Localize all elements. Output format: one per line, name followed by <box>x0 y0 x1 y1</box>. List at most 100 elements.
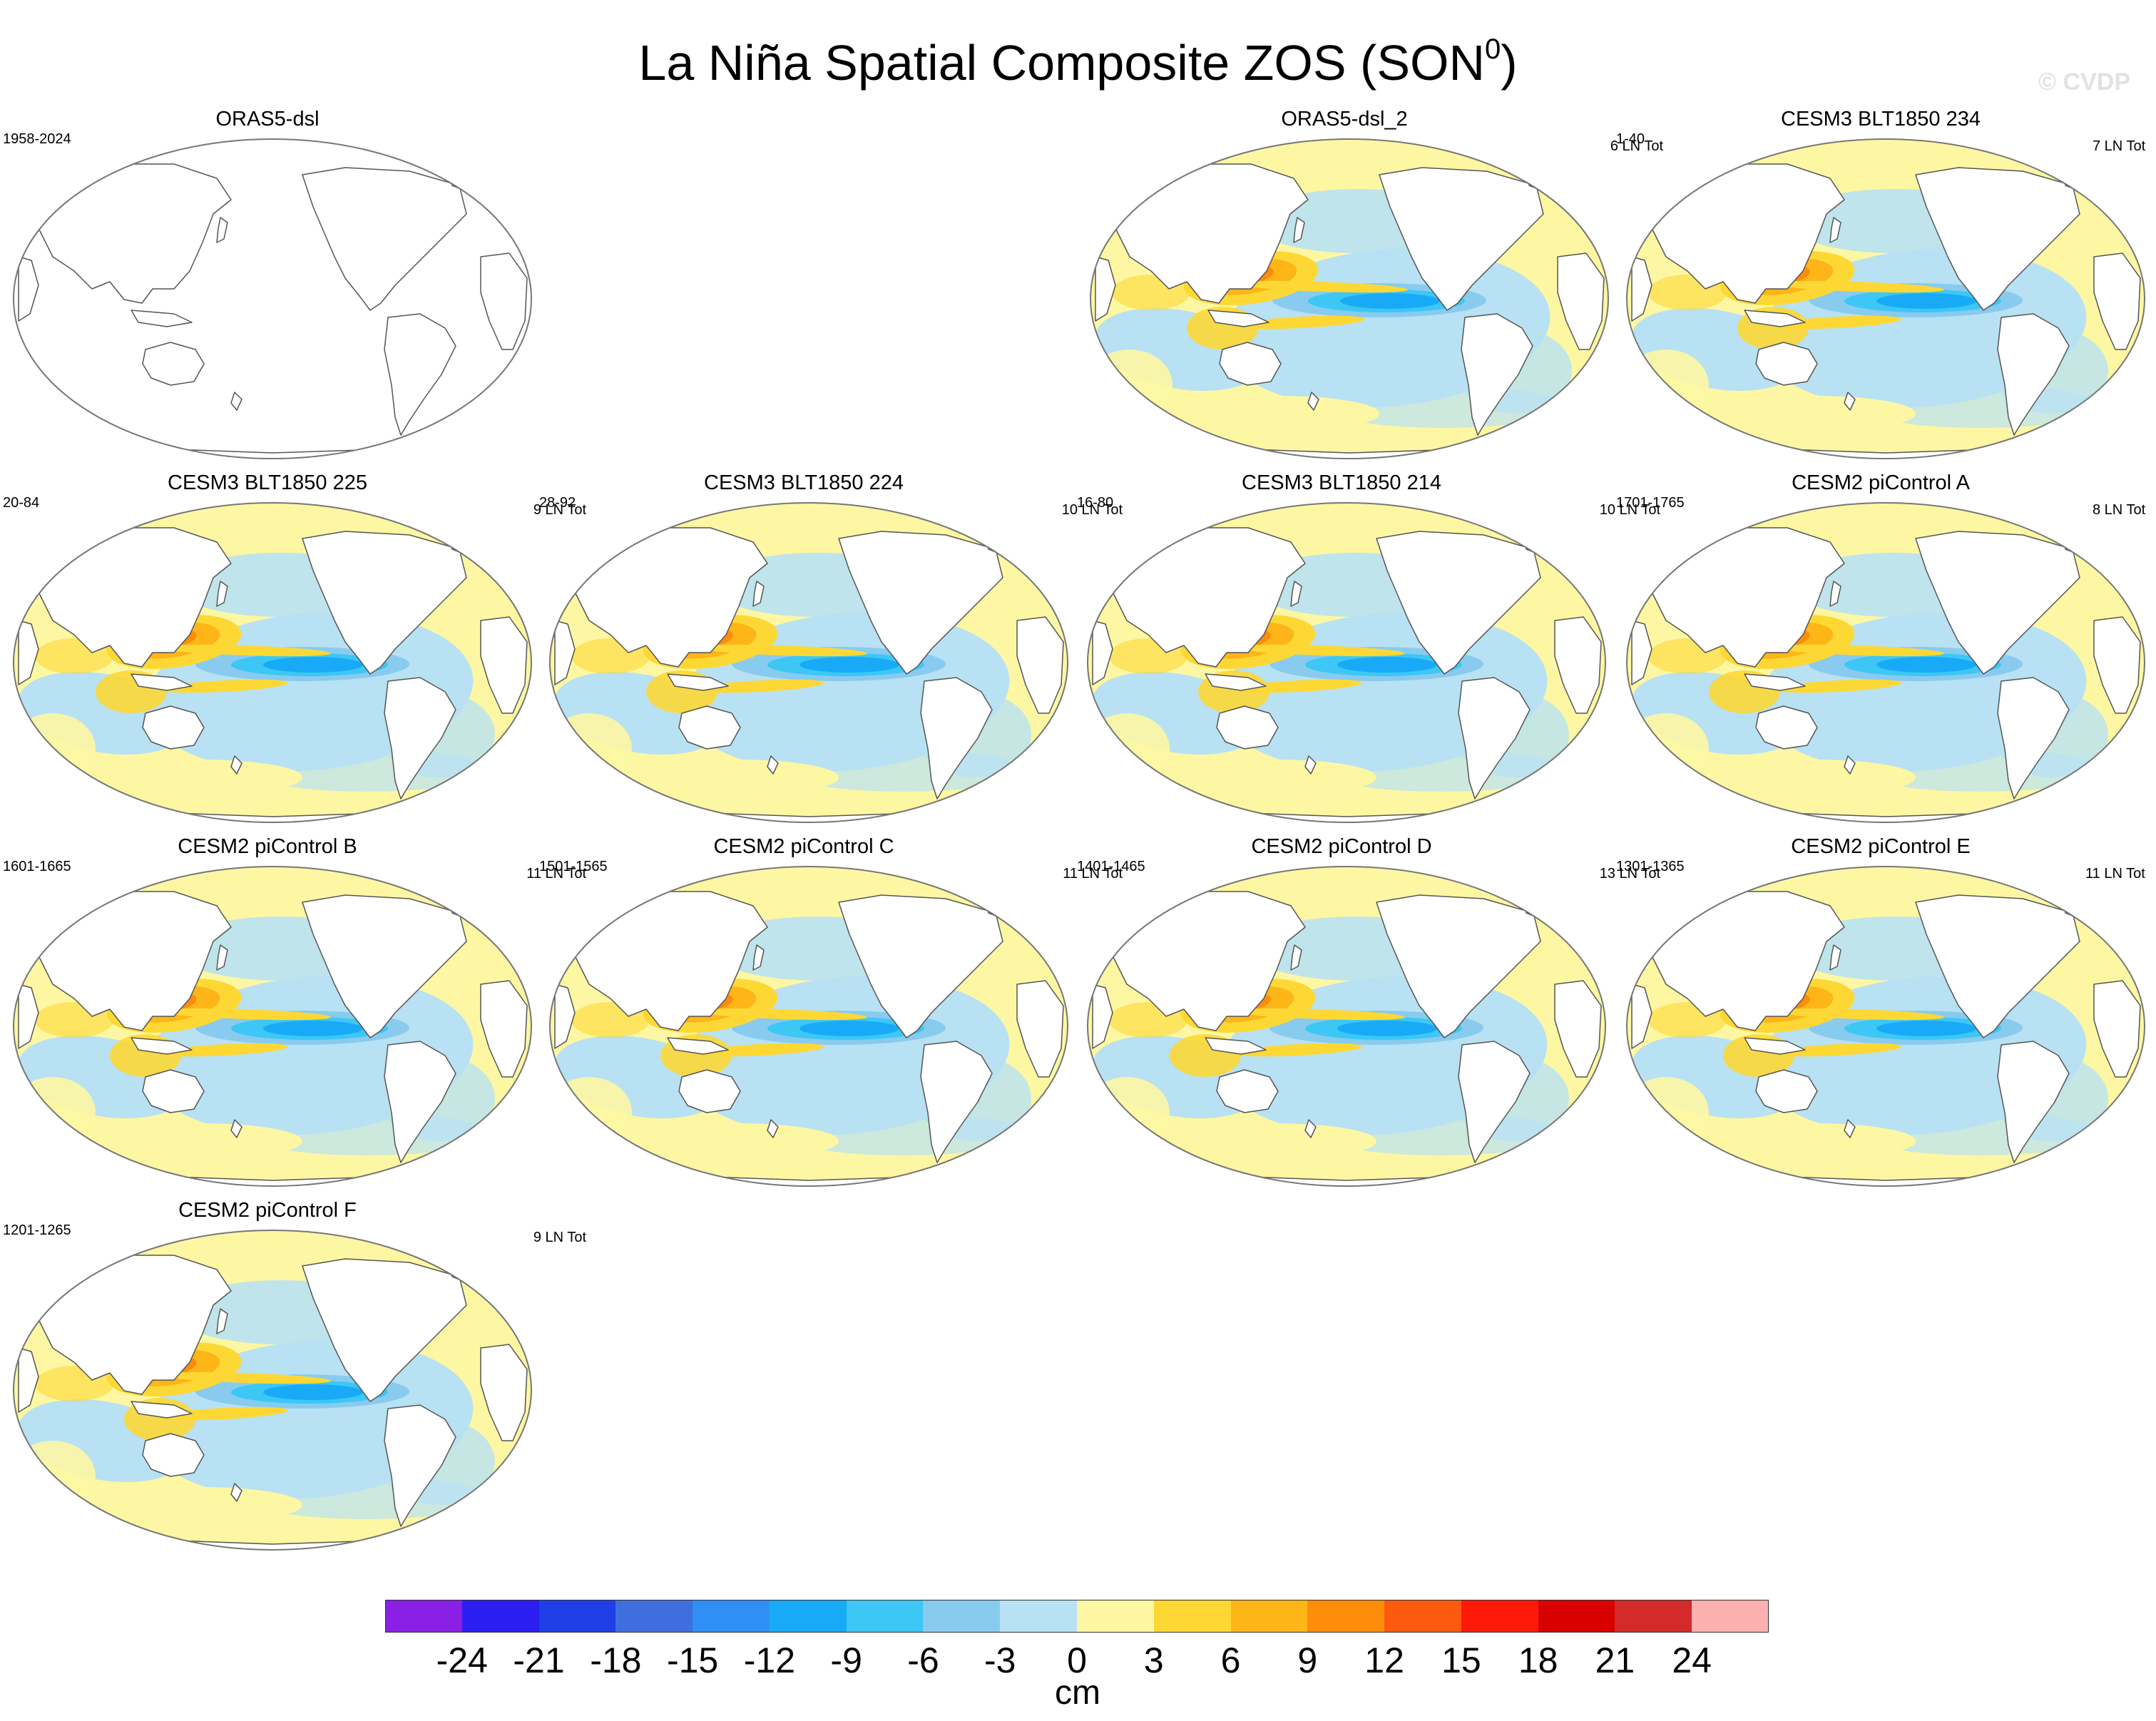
anomaly-negative-south <box>1859 385 2101 428</box>
cold-tongue-core <box>1876 1021 1976 1036</box>
panel-title: CESM2 piControl A <box>1792 471 1970 494</box>
colorbar-tick-label: -21 <box>513 1640 565 1680</box>
anomaly-positive-south <box>1180 396 1379 431</box>
globe-outline <box>549 502 1068 823</box>
continent-australia <box>1216 1069 1279 1113</box>
warm-band-north <box>1237 280 1408 293</box>
colorbar-swatch <box>693 1600 770 1633</box>
robinson-map <box>13 1230 532 1551</box>
continent-japan <box>216 944 228 971</box>
continent-africa <box>1016 980 1064 1078</box>
continent-southamerica <box>1458 1041 1531 1163</box>
warm-band-south <box>160 679 288 693</box>
map-field <box>14 867 531 1186</box>
colorbar-swatch <box>538 1600 616 1633</box>
continent-asia <box>1112 891 1306 1031</box>
continent-asia <box>38 163 232 304</box>
anomaly-positive-southwest <box>14 1077 96 1148</box>
continent-southamerica <box>920 1041 993 1163</box>
continent-southamerica <box>384 1404 456 1527</box>
robinson-map <box>1626 866 2145 1187</box>
anomaly-positive-southwest <box>1088 1077 1170 1148</box>
panel-count-label: 9 LN Tot <box>533 1230 586 1245</box>
continent-africa <box>2093 980 2141 1078</box>
map-field <box>1627 867 2145 1186</box>
continent-southamerica <box>920 677 993 800</box>
continent-newzealand <box>1307 392 1319 411</box>
colorbar-swatch <box>923 1600 1001 1633</box>
continent-newzealand <box>1844 1119 1856 1138</box>
colorbar-tick-label: 9 <box>1297 1640 1318 1680</box>
warm-band-north <box>696 1008 867 1021</box>
continent-africa <box>1557 252 1605 350</box>
continents <box>554 524 1064 822</box>
robinson-map <box>1087 866 1606 1187</box>
continent-asia <box>38 1255 232 1395</box>
panel-count-label: 10 LN Tot <box>1599 502 1660 518</box>
map-field <box>550 503 1068 822</box>
continent-africawest <box>554 984 576 1049</box>
continent-africawest <box>18 256 39 322</box>
anomaly-negative-south <box>245 749 488 792</box>
continent-africawest <box>1092 984 1113 1049</box>
continent-newzealand <box>230 1119 242 1138</box>
anomaly-negative-south <box>782 749 1024 792</box>
continent-africa <box>2093 252 2141 350</box>
continent-newzealand <box>1844 392 1856 411</box>
anomaly-negative-south <box>245 1113 488 1155</box>
anomaly-positive-southwest <box>14 713 96 785</box>
continent-southamerica <box>384 1041 456 1163</box>
cold-tongue-core <box>263 1384 363 1400</box>
anomaly-positive-southwest <box>1627 713 1709 785</box>
panel-count-label: 9 LN Tot <box>533 502 586 518</box>
colorbar-tick-label: 3 <box>1143 1640 1164 1680</box>
cold-tongue-core <box>1876 293 1976 309</box>
anomaly-positive-south <box>103 1123 302 1159</box>
anomaly-negative-south <box>1319 1113 1562 1155</box>
colorbar-swatch <box>1538 1600 1615 1633</box>
colorbar-swatch <box>1384 1600 1462 1633</box>
map-field <box>1627 503 2145 822</box>
colorbar-swatch <box>1230 1600 1308 1633</box>
figure-title-text: La Niña Spatial Composite ZOS (SON <box>638 35 1486 91</box>
panel-count-label: 8 LN Tot <box>2093 502 2146 518</box>
colorbar-tick-label: -24 <box>436 1640 488 1680</box>
panel-years-label: 20-84 <box>3 495 40 511</box>
robinson-map <box>13 138 532 459</box>
panel-years-label: 28-92 <box>539 495 576 511</box>
colorbar-swatch <box>1000 1600 1078 1633</box>
warm-band-north <box>160 1372 331 1384</box>
robinson-map <box>549 866 1068 1187</box>
colorbar-swatch <box>1307 1600 1385 1633</box>
colorbar-swatch <box>1077 1600 1154 1633</box>
anomaly-positive-southwest <box>1627 1077 1709 1148</box>
globe-outline <box>1626 138 2145 459</box>
colorbar-tick-label: 18 <box>1518 1640 1558 1680</box>
continent-northamerica <box>302 531 467 675</box>
anomaly-positive-south <box>1716 760 1916 795</box>
map-field <box>1627 139 2145 459</box>
map-panel: CESM2 piControl E 1301-1365 11 LN Tot <box>1613 834 2148 1191</box>
continent-northamerica <box>1376 894 1541 1038</box>
ocean-base <box>14 139 531 459</box>
globe-outline <box>1626 502 2145 823</box>
continent-southamerica <box>1997 1041 2070 1163</box>
panel-count-label: 11 LN Tot <box>526 866 586 882</box>
colorbar-tick-label: 0 <box>1067 1640 1087 1680</box>
continent-indonesia <box>131 310 193 327</box>
continent-africa <box>1016 616 1064 714</box>
continent-indonesia <box>1205 1037 1267 1055</box>
warm-band-north <box>160 1008 331 1021</box>
colorbar-swatch <box>1461 1600 1538 1633</box>
continent-africawest <box>554 620 576 685</box>
figure-title-close: ) <box>1501 35 1518 91</box>
colorbar-tick-label: 12 <box>1364 1640 1404 1680</box>
warm-band-north <box>1773 1008 1944 1021</box>
continent-japan <box>1829 581 1841 607</box>
map-field <box>14 139 531 459</box>
continent-newzealand <box>1304 1119 1317 1138</box>
panel-title: CESM3 BLT1850 224 <box>704 471 904 494</box>
continent-northamerica <box>302 1258 467 1402</box>
map-field <box>1090 139 1608 459</box>
anomaly-positive-south <box>103 760 302 795</box>
